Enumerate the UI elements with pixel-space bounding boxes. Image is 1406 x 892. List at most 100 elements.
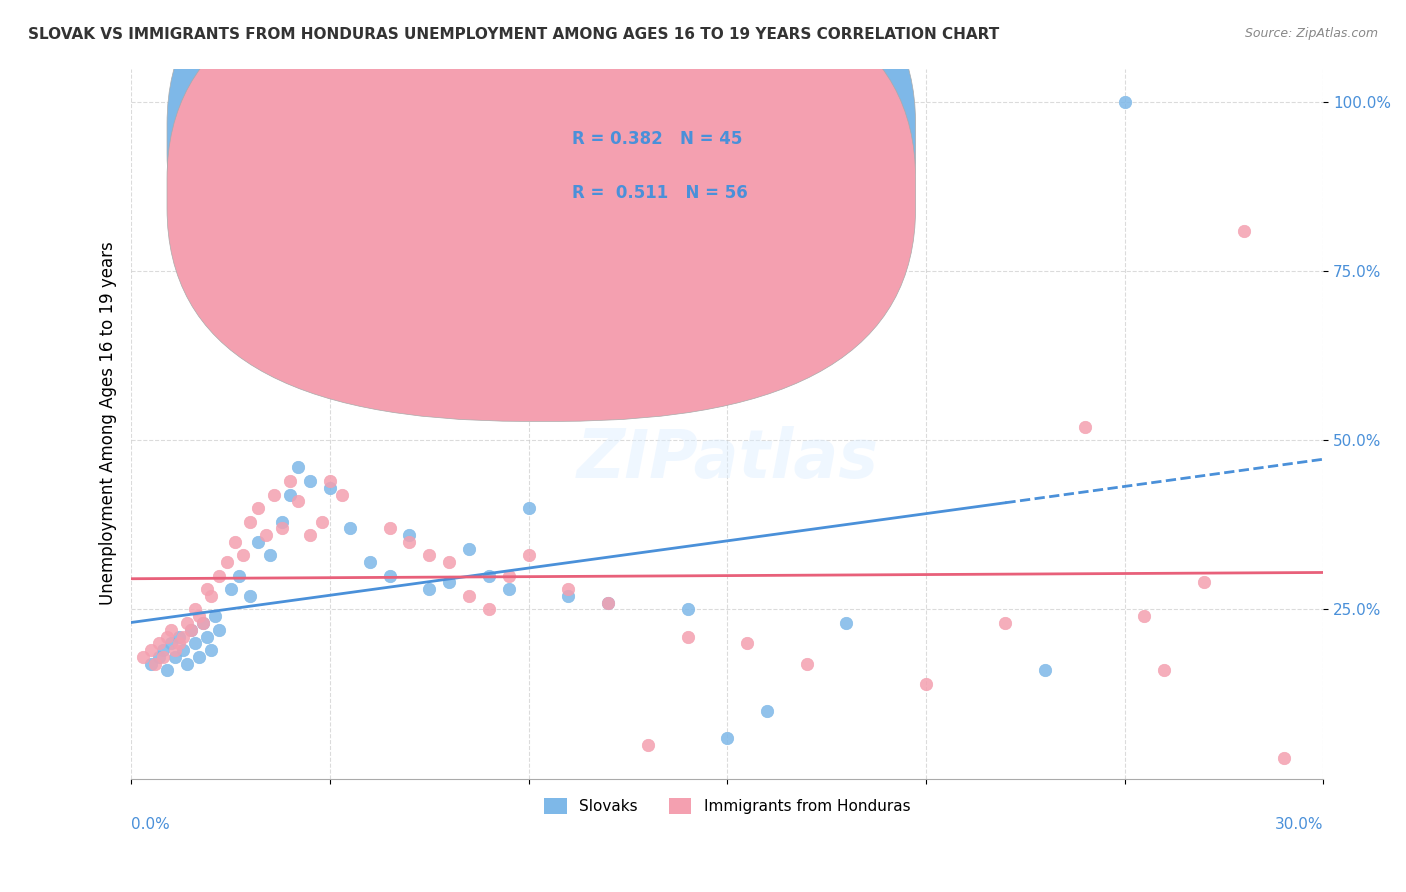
Point — [132, 649, 155, 664]
Point — [287, 494, 309, 508]
Point — [676, 602, 699, 616]
Point — [278, 487, 301, 501]
Point — [160, 636, 183, 650]
Point — [557, 589, 579, 603]
Point — [458, 541, 481, 556]
Point — [378, 521, 401, 535]
Text: 0.0%: 0.0% — [131, 817, 170, 832]
Point — [152, 649, 174, 664]
Point — [139, 643, 162, 657]
Point — [263, 487, 285, 501]
Point — [195, 630, 218, 644]
Point — [172, 643, 194, 657]
Point — [191, 615, 214, 630]
Point — [994, 615, 1017, 630]
Point — [180, 623, 202, 637]
Point — [228, 568, 250, 582]
Point — [498, 568, 520, 582]
Point — [359, 555, 381, 569]
Point — [172, 630, 194, 644]
Point — [418, 549, 440, 563]
Legend: Slovaks, Immigrants from Honduras: Slovaks, Immigrants from Honduras — [538, 792, 917, 821]
Text: SLOVAK VS IMMIGRANTS FROM HONDURAS UNEMPLOYMENT AMONG AGES 16 TO 19 YEARS CORREL: SLOVAK VS IMMIGRANTS FROM HONDURAS UNEMP… — [28, 27, 1000, 42]
Point — [398, 528, 420, 542]
Point — [208, 568, 231, 582]
Text: R = 0.382   N = 45: R = 0.382 N = 45 — [572, 130, 742, 148]
Point — [418, 582, 440, 597]
Point — [184, 602, 207, 616]
Point — [195, 582, 218, 597]
Point — [676, 630, 699, 644]
Point — [339, 521, 361, 535]
Point — [596, 596, 619, 610]
Point — [378, 568, 401, 582]
Point — [1133, 609, 1156, 624]
Point — [224, 534, 246, 549]
Point — [163, 643, 186, 657]
Point — [437, 555, 460, 569]
Point — [437, 575, 460, 590]
Point — [148, 636, 170, 650]
Point — [311, 515, 333, 529]
Point — [498, 582, 520, 597]
Point — [160, 623, 183, 637]
Point — [156, 663, 179, 677]
Point — [208, 623, 231, 637]
Point — [517, 549, 540, 563]
Point — [215, 555, 238, 569]
Point — [156, 630, 179, 644]
Point — [271, 515, 294, 529]
Point — [299, 528, 322, 542]
Point — [1033, 663, 1056, 677]
Point — [167, 636, 190, 650]
Point — [756, 704, 779, 718]
Point — [1272, 751, 1295, 765]
Point — [1153, 663, 1175, 677]
Point — [398, 534, 420, 549]
Point — [200, 589, 222, 603]
Point — [239, 589, 262, 603]
Point — [835, 615, 858, 630]
Point — [187, 609, 209, 624]
Point — [278, 474, 301, 488]
Point — [163, 649, 186, 664]
Point — [191, 615, 214, 630]
Point — [176, 615, 198, 630]
Point — [915, 677, 938, 691]
Y-axis label: Unemployment Among Ages 16 to 19 years: Unemployment Among Ages 16 to 19 years — [100, 242, 117, 606]
FancyBboxPatch shape — [167, 0, 915, 421]
Point — [143, 657, 166, 671]
Point — [359, 352, 381, 367]
Text: Source: ZipAtlas.com: Source: ZipAtlas.com — [1244, 27, 1378, 40]
Point — [167, 630, 190, 644]
Point — [796, 657, 818, 671]
Point — [176, 657, 198, 671]
Point — [1114, 95, 1136, 110]
Point — [239, 515, 262, 529]
Point — [478, 602, 501, 616]
Point — [148, 649, 170, 664]
Point — [187, 649, 209, 664]
Point — [319, 474, 342, 488]
Point — [219, 582, 242, 597]
Point — [735, 636, 758, 650]
Point — [247, 501, 270, 516]
Point — [330, 487, 353, 501]
Point — [557, 582, 579, 597]
Point — [478, 568, 501, 582]
Point — [319, 481, 342, 495]
Point — [254, 528, 277, 542]
Point — [287, 460, 309, 475]
Point — [517, 501, 540, 516]
FancyBboxPatch shape — [501, 119, 846, 228]
Point — [180, 623, 202, 637]
Point — [247, 534, 270, 549]
Point — [271, 521, 294, 535]
Point — [139, 657, 162, 671]
Point — [299, 474, 322, 488]
Text: R =  0.511   N = 56: R = 0.511 N = 56 — [572, 185, 748, 202]
Point — [458, 589, 481, 603]
Point — [1233, 224, 1256, 238]
Point — [184, 636, 207, 650]
Point — [343, 366, 366, 380]
